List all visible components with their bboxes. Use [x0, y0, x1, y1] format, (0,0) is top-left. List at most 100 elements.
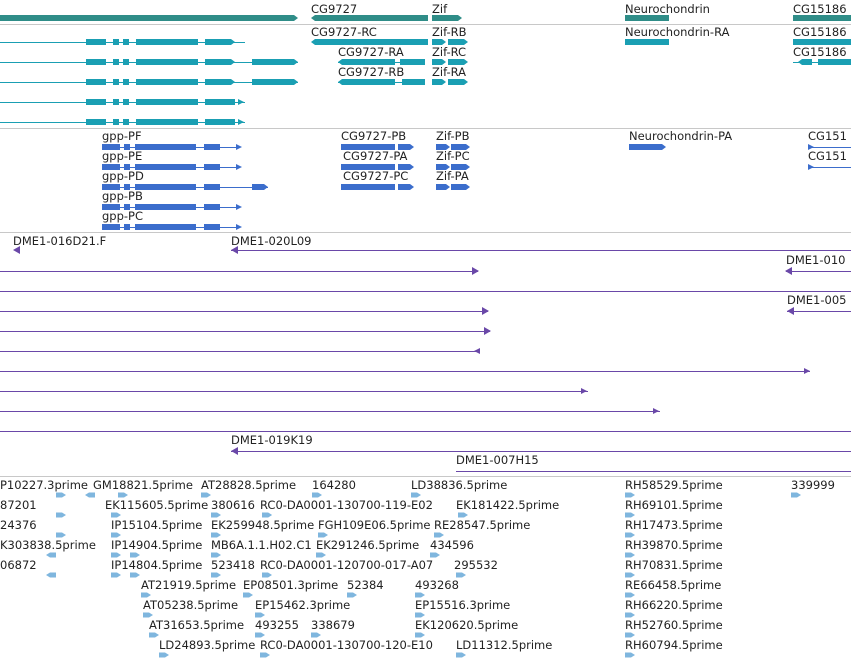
- est-glyph[interactable]: [625, 492, 635, 498]
- est-label[interactable]: RH58529.5prime: [625, 478, 723, 492]
- est-label[interactable]: EK115605.5prime: [105, 498, 209, 512]
- est-label[interactable]: 339999: [791, 478, 835, 492]
- transcript-exon[interactable]: [123, 119, 129, 125]
- gene-glyph[interactable]: [432, 15, 462, 21]
- transcript-exon[interactable]: [207, 99, 235, 105]
- est-label[interactable]: RC0-DA0001-120700-017-A07: [260, 558, 434, 572]
- transcript-exon[interactable]: [818, 59, 851, 65]
- est-label[interactable]: FGH109E06.5prime: [318, 518, 431, 532]
- protein-glyph[interactable]: [341, 184, 395, 190]
- est-glyph[interactable]: [130, 572, 140, 578]
- protein-arrow[interactable]: [236, 144, 242, 150]
- protein-exon[interactable]: [208, 224, 220, 230]
- transcript-label[interactable]: Neurochondrin-RA: [625, 25, 730, 39]
- protein-exon[interactable]: [135, 144, 196, 150]
- transcript-exon[interactable]: [400, 59, 425, 65]
- est-label[interactable]: LD11312.5prime: [456, 638, 553, 652]
- est-glyph[interactable]: [211, 552, 221, 558]
- est-glyph[interactable]: [111, 552, 121, 558]
- gene-label[interactable]: CG15186: [793, 2, 847, 16]
- est-label[interactable]: 493255: [255, 618, 299, 632]
- est-glyph[interactable]: [318, 532, 328, 538]
- protein-label[interactable]: gpp-PE: [102, 149, 143, 163]
- transcript-exon[interactable]: [113, 39, 119, 45]
- est-label[interactable]: 87201: [0, 498, 37, 512]
- est-label[interactable]: K303838.5prime: [0, 538, 96, 552]
- est-label[interactable]: RH39870.5prime: [625, 538, 723, 552]
- protein-exon[interactable]: [451, 184, 470, 190]
- est-glyph[interactable]: [625, 532, 635, 538]
- est-glyph[interactable]: [458, 512, 468, 518]
- est-glyph[interactable]: [211, 532, 221, 538]
- est-glyph[interactable]: [625, 632, 635, 638]
- est-label[interactable]: RH69101.5prime: [625, 498, 723, 512]
- transcript-glyph[interactable]: [338, 59, 395, 65]
- est-glyph[interactable]: [625, 652, 635, 658]
- est-glyph[interactable]: [415, 612, 425, 618]
- protein-label[interactable]: Neurochondrin-PA: [629, 129, 733, 143]
- protein-label[interactable]: gpp-PF: [102, 129, 142, 143]
- est-label[interactable]: EK181422.5prime: [456, 498, 560, 512]
- transcript-arrow[interactable]: [238, 99, 244, 105]
- est-glyph[interactable]: [434, 532, 444, 538]
- est-glyph[interactable]: [111, 572, 121, 578]
- transcript-exon[interactable]: [86, 79, 106, 85]
- est-glyph[interactable]: [243, 592, 253, 598]
- est-glyph[interactable]: [211, 512, 221, 518]
- est-label[interactable]: RE28547.5prime: [434, 518, 531, 532]
- protein-label[interactable]: gpp-PD: [102, 169, 144, 183]
- protein-label[interactable]: CG151: [808, 129, 847, 143]
- transcript-exon[interactable]: [86, 59, 106, 65]
- est-glyph[interactable]: [149, 632, 159, 638]
- protein-glyph[interactable]: [629, 144, 666, 150]
- clone-arrow[interactable]: [472, 267, 479, 275]
- est-label[interactable]: RH52760.5prime: [625, 618, 723, 632]
- transcript-exon[interactable]: [432, 59, 446, 65]
- protein-exon[interactable]: [252, 184, 268, 190]
- protein-exon[interactable]: [124, 144, 130, 150]
- est-label[interactable]: RH60794.5prime: [625, 638, 723, 652]
- clone-label[interactable]: DME1-007H15: [456, 453, 539, 467]
- transcript-label[interactable]: CG9727-RA: [338, 45, 404, 59]
- est-label[interactable]: EK120620.5prime: [415, 618, 519, 632]
- transcript-exon[interactable]: [123, 39, 129, 45]
- est-label[interactable]: LD38836.5prime: [411, 478, 508, 492]
- est-glyph[interactable]: [791, 492, 801, 498]
- est-label[interactable]: 434596: [430, 538, 474, 552]
- est-label[interactable]: MB6A.1.1.H02.C1: [211, 538, 312, 552]
- protein-exon[interactable]: [102, 164, 120, 170]
- transcript-exon[interactable]: [123, 79, 129, 85]
- protein-exon[interactable]: [102, 184, 120, 190]
- est-label[interactable]: 06872: [0, 558, 37, 572]
- protein-glyph[interactable]: [398, 184, 414, 190]
- transcript-label[interactable]: Zif-RA: [432, 65, 467, 79]
- clone-arrow[interactable]: [787, 307, 794, 315]
- est-label[interactable]: IP14804.5prime: [111, 558, 203, 572]
- est-label[interactable]: RE66458.5prime: [625, 578, 722, 592]
- gene-label[interactable]: CG9727: [311, 2, 358, 16]
- protein-arrow[interactable]: [808, 144, 814, 150]
- est-glyph[interactable]: [159, 652, 169, 658]
- protein-exon[interactable]: [436, 144, 450, 150]
- protein-arrow[interactable]: [236, 224, 242, 230]
- protein-glyph[interactable]: [398, 144, 414, 150]
- est-glyph[interactable]: [211, 572, 221, 578]
- est-glyph[interactable]: [316, 552, 326, 558]
- protein-exon[interactable]: [135, 164, 196, 170]
- transcript-exon[interactable]: [113, 59, 119, 65]
- est-label[interactable]: 523418: [211, 558, 255, 572]
- clone-arrow[interactable]: [474, 348, 480, 354]
- transcript-exon[interactable]: [86, 39, 106, 45]
- est-glyph[interactable]: [430, 552, 440, 558]
- protein-exon[interactable]: [208, 204, 220, 210]
- transcript-label[interactable]: CG15186: [793, 25, 847, 39]
- est-label[interactable]: AT21919.5prime: [141, 578, 237, 592]
- est-label[interactable]: 338679: [311, 618, 355, 632]
- clone-label[interactable]: DME1-020L09: [231, 234, 312, 248]
- protein-exon[interactable]: [102, 224, 120, 230]
- clone-arrow[interactable]: [804, 368, 810, 374]
- clone-label[interactable]: DME1-005: [787, 293, 847, 307]
- est-label[interactable]: RH17473.5prime: [625, 518, 723, 532]
- gene-glyph[interactable]: [311, 15, 428, 21]
- gene-glyph[interactable]: [0, 15, 298, 21]
